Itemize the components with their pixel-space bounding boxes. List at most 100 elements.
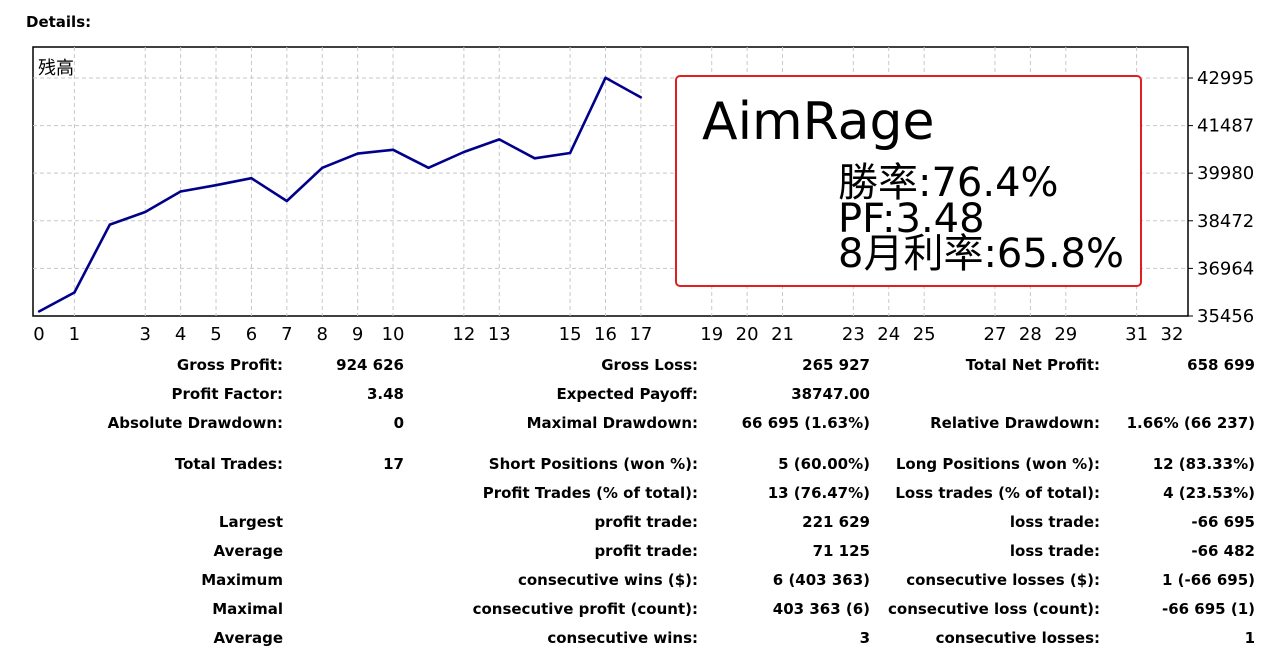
stat-label: Total Net Profit: [965, 356, 1100, 374]
balance-point [214, 183, 218, 187]
x-tick-label: 32 [1161, 324, 1184, 345]
balance-point [179, 190, 182, 193]
stat-label: Short Positions (won %): [488, 455, 698, 473]
y-tick-label: 38472 [1197, 211, 1254, 232]
stat-value: 658 699 [1187, 356, 1255, 374]
balance-series-line [38, 76, 642, 313]
y-tick-label: 42995 [1197, 68, 1254, 89]
stat-label: loss trade: [1009, 513, 1100, 531]
x-tick-label: 13 [488, 324, 511, 345]
stat-label: consecutive losses ($): [906, 571, 1100, 589]
x-tick-label: 15 [559, 324, 582, 345]
y-tick-label: 39980 [1197, 163, 1254, 184]
balance-point [144, 210, 147, 214]
stat-value: 221 629 [802, 513, 870, 531]
stat-label: profit trade: [594, 513, 698, 531]
stat-label: Maximum [201, 571, 283, 589]
x-tick-label: 21 [771, 324, 794, 345]
stat-value: 3.48 [366, 385, 404, 403]
x-tick-label: 3 [139, 324, 150, 345]
stat-value: 17 [383, 455, 404, 473]
x-tick-label: 25 [913, 324, 936, 345]
balance-point [498, 138, 501, 141]
stat-label: Average [213, 542, 283, 560]
stat-value: 6 (403 363) [772, 571, 870, 589]
x-tick-label: 8 [317, 324, 328, 345]
stat-value: 12 (83.33%) [1152, 455, 1255, 473]
stat-label: Average [213, 629, 283, 647]
stat-label: Profit Factor: [171, 385, 283, 403]
stat-label: Largest [218, 513, 283, 531]
details-title: Details: [26, 13, 92, 31]
stat-label: Loss trades (% of total): [895, 484, 1100, 502]
x-tick-label: 5 [210, 324, 221, 345]
x-tick-label: 31 [1125, 324, 1148, 345]
overlay-win-rate: 勝率:76.4% [838, 160, 1059, 206]
stat-label: Maximal Drawdown: [526, 414, 698, 432]
x-tick-label: 0 [33, 324, 44, 345]
overlay-ea-name: AimRage [702, 92, 935, 152]
stat-value: 5 (60.00%) [778, 455, 870, 473]
x-tick-label: 9 [352, 324, 363, 345]
balance-point [356, 152, 359, 155]
x-tick-label: 1 [69, 324, 80, 345]
balance-point [108, 223, 112, 226]
y-tick-label: 41487 [1197, 116, 1254, 137]
stat-value: 1 [1244, 629, 1255, 647]
overlay-box [675, 75, 1142, 287]
stat-label: consecutive wins: [547, 629, 698, 647]
stat-value: -66 695 (1) [1161, 600, 1255, 618]
stat-label: consecutive losses: [935, 629, 1100, 647]
y-tick-label: 36964 [1197, 258, 1254, 279]
stat-label: Profit Trades (% of total): [482, 484, 698, 502]
x-tick-label: 24 [877, 324, 900, 345]
balance-point [250, 177, 253, 180]
stat-value: -66 482 [1191, 542, 1255, 560]
balance-point [73, 291, 76, 294]
x-tick-label: 7 [281, 324, 292, 345]
stat-value: 403 363 (6) [772, 600, 870, 618]
x-tick-label: 28 [1019, 324, 1042, 345]
balance-point [533, 157, 536, 160]
stat-value: 4 (23.53%) [1163, 484, 1255, 502]
balance-point [285, 199, 289, 203]
balance-point [462, 150, 466, 154]
stat-value: 1 (-66 695) [1161, 571, 1255, 589]
stat-label: consecutive wins ($): [517, 571, 698, 589]
stat-value: 0 [393, 414, 404, 432]
balance-point [321, 166, 324, 170]
x-tick-label: 10 [382, 324, 405, 345]
stat-value: 71 125 [812, 542, 870, 560]
stat-label: Expected Payoff: [556, 385, 698, 403]
x-tick-label: 23 [842, 324, 865, 345]
stat-label: profit trade: [594, 542, 698, 560]
x-tick-label: 29 [1054, 324, 1077, 345]
stat-value: 66 695 (1.63%) [741, 414, 870, 432]
balance-point [639, 96, 643, 99]
stat-value: 13 (76.47%) [767, 484, 870, 502]
balance-point [391, 148, 395, 152]
stat-label: Relative Drawdown: [930, 414, 1100, 432]
x-tick-label: 27 [984, 324, 1007, 345]
stat-label: Gross Profit: [176, 356, 283, 374]
x-tick-label: 17 [629, 324, 652, 345]
x-tick-label: 6 [246, 324, 257, 345]
stat-label: Gross Loss: [601, 356, 698, 374]
chart-title: 残高 [38, 58, 74, 79]
balance-point [37, 310, 41, 313]
stat-value: 924 626 [336, 356, 404, 374]
stat-label: Total Trades: [174, 455, 283, 473]
overlay-monthly-rate: 8月利率:65.8% [838, 231, 1124, 277]
stat-label: consecutive loss (count): [888, 600, 1100, 618]
x-tick-label: 19 [700, 324, 723, 345]
stat-label: Maximal [212, 600, 283, 618]
stat-label: Absolute Drawdown: [107, 414, 283, 432]
stat-label: loss trade: [1009, 542, 1100, 560]
x-tick-label: 4 [175, 324, 186, 345]
stat-value: 3 [859, 629, 870, 647]
balance-point [427, 166, 430, 170]
stat-label: Long Positions (won %): [895, 455, 1100, 473]
y-tick-label: 35456 [1197, 306, 1254, 327]
balance-point [568, 151, 572, 155]
